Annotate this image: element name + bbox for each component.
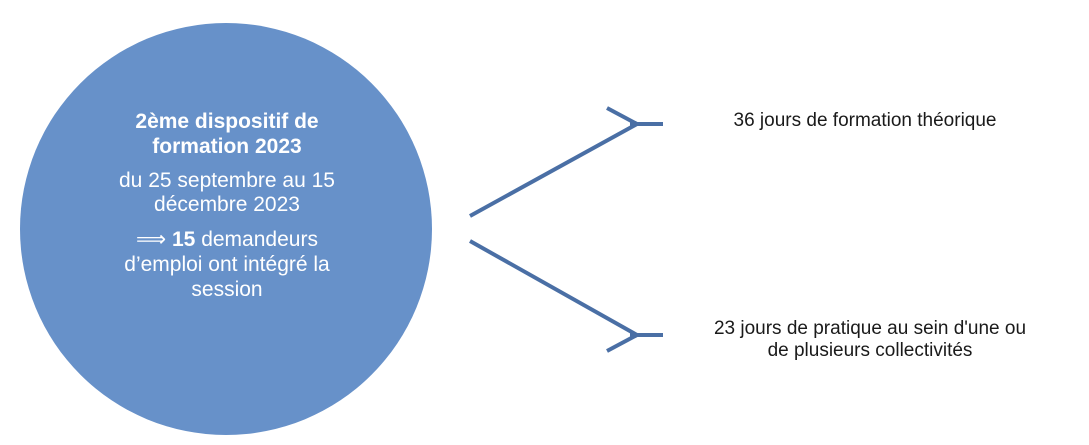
theory-days-label: 36 jours de formation théorique (733, 110, 997, 131)
session-title: 2ème dispositif de formation 2023 (135, 110, 319, 158)
participant-text: demandeurs d’emploi ont intégré la sessi… (124, 228, 330, 301)
lower-branch-tip (606, 333, 638, 353)
session-summary: 2ème dispositif de formation 2023 du 25 … (96, 110, 358, 302)
practice-days-line1: 23 jours de pratique au sein d'une ou (713, 318, 1027, 339)
practice-days-line2: de plusieurs collectivités (767, 340, 973, 362)
session-dates: du 25 septembre au 15 décembre 2023 (119, 168, 335, 217)
practice-days-label: 23 jours de pratique au sein d'une ou de… (660, 318, 1080, 363)
lower-branch-diagonal (469, 239, 638, 337)
participant-count: 15 (172, 228, 196, 252)
session-result: ⟹ 15 demandeurs d’emploi ont intégré la … (96, 228, 358, 302)
implies-arrow: ⟹ (136, 228, 167, 252)
upper-branch-tip (606, 106, 638, 126)
session-circle (20, 23, 432, 435)
upper-branch-diagonal (469, 122, 638, 218)
